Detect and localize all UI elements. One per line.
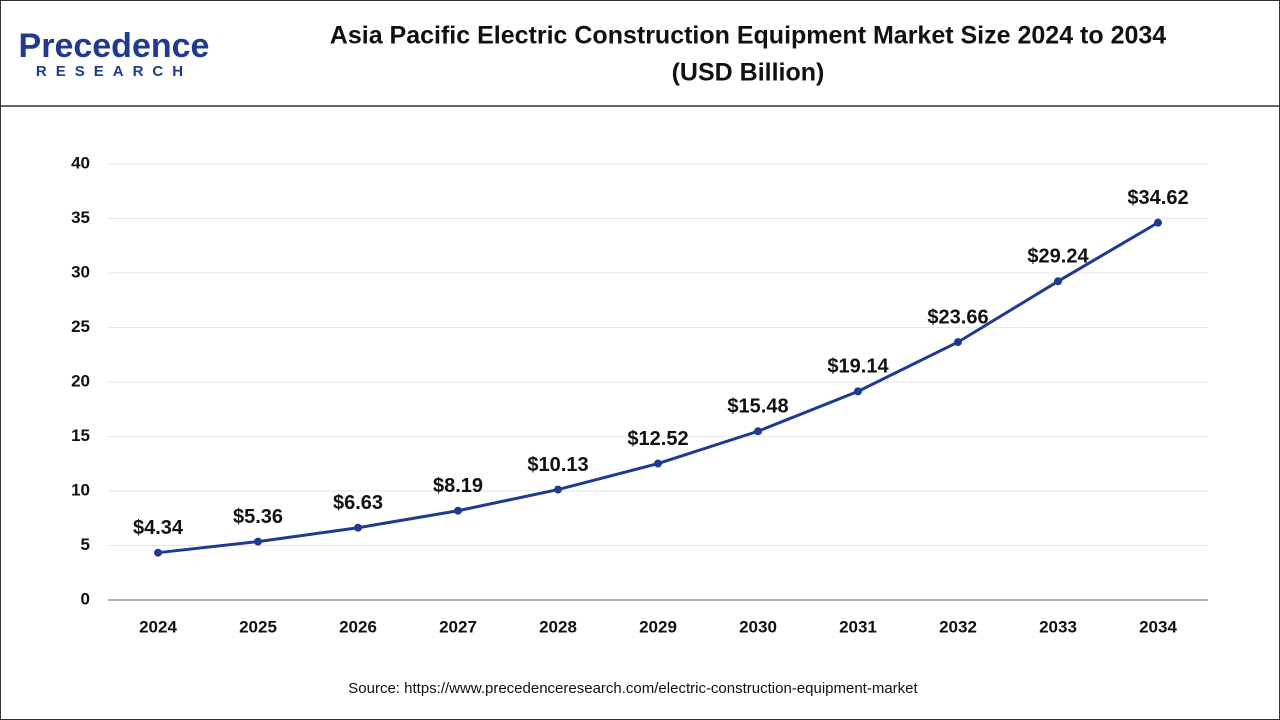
value-label: $6.63 <box>333 492 383 514</box>
value-label: $10.13 <box>527 454 588 476</box>
point <box>954 338 962 347</box>
value-label: $4.34 <box>133 517 184 539</box>
value-label: $5.36 <box>233 506 283 528</box>
y-tick-label: 0 <box>81 589 90 608</box>
point <box>254 537 262 546</box>
x-tick-label: 2024 <box>139 617 177 636</box>
y-tick-label: 15 <box>71 426 90 445</box>
x-tick-label: 2033 <box>1039 617 1077 636</box>
y-tick-label: 20 <box>71 371 90 390</box>
y-tick-label: 10 <box>71 480 90 499</box>
value-label: $34.62 <box>1127 187 1188 209</box>
x-tick-label: 2029 <box>639 617 677 636</box>
point <box>854 387 862 396</box>
point <box>754 427 762 436</box>
value-label: $15.48 <box>727 396 788 418</box>
x-tick-label: 2030 <box>739 617 777 636</box>
logo-tagline: RESEARCH <box>36 63 192 80</box>
y-tick-label: 25 <box>71 317 90 336</box>
x-tick-label: 2034 <box>1139 617 1177 636</box>
x-tick-label: 2026 <box>339 617 377 636</box>
x-tick-label: 2025 <box>239 617 277 636</box>
x-tick-label: 2032 <box>939 617 977 636</box>
chart-subtitle: (USD Billion) <box>672 59 825 87</box>
point <box>454 506 462 515</box>
point <box>154 548 162 557</box>
chart-title: Asia Pacific Electric Construction Equip… <box>330 22 1166 50</box>
x-tick-label: 2031 <box>839 617 877 636</box>
value-label: $23.66 <box>927 306 988 328</box>
source: Source: https://www.precedenceresearch.c… <box>348 680 918 697</box>
point <box>354 523 362 532</box>
y-tick-label: 30 <box>71 262 90 281</box>
value-label: $12.52 <box>627 428 688 450</box>
point <box>1154 218 1162 227</box>
point <box>554 485 562 494</box>
value-label: $19.14 <box>827 356 889 378</box>
y-tick-label: 35 <box>71 208 90 227</box>
y-tick-label: 40 <box>71 153 90 172</box>
y-tick-label: 5 <box>81 535 90 554</box>
value-label: $29.24 <box>1027 246 1089 268</box>
x-tick-label: 2028 <box>539 617 577 636</box>
value-label: $8.19 <box>433 475 483 497</box>
point <box>1054 277 1062 286</box>
x-tick-label: 2027 <box>439 617 477 636</box>
logo-name: Precedence <box>19 27 210 65</box>
point <box>654 459 662 468</box>
